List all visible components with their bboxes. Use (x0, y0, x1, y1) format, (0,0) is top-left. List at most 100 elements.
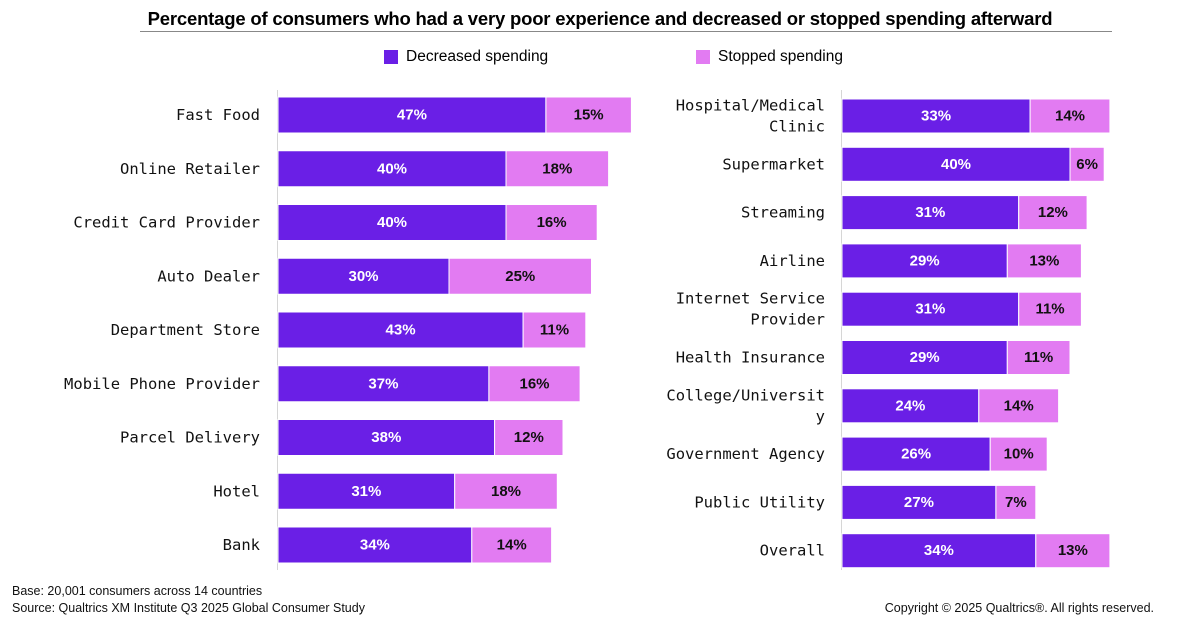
bar-stopped (989, 436, 1048, 472)
category-label: Clinic (769, 118, 825, 136)
data-label: 27% (904, 494, 934, 511)
data-label: 18% (491, 483, 521, 500)
category-label: Provider (750, 311, 825, 329)
data-label: 26% (901, 446, 931, 463)
data-label: 12% (1038, 204, 1068, 221)
category-label: Department Store (111, 321, 260, 339)
bar-decreased (841, 243, 1008, 279)
bar-decreased (277, 419, 496, 456)
data-label: 43% (386, 322, 416, 339)
bar-stopped (494, 419, 564, 456)
data-label: 6% (1076, 156, 1098, 173)
category-label: Hospital/Medical (676, 97, 825, 115)
category-label: Hotel (213, 482, 260, 500)
data-label: 10% (1004, 446, 1034, 463)
data-label: 29% (910, 252, 940, 269)
chart-title: Percentage of consumers who had a very p… (147, 8, 1053, 29)
data-label: 34% (360, 537, 390, 554)
data-label: 31% (915, 301, 945, 318)
data-label: 11% (1035, 301, 1064, 318)
bar-decreased (841, 146, 1071, 182)
bar-stopped (1029, 98, 1111, 134)
category-label: Bank (223, 536, 261, 554)
bar-decreased (841, 436, 991, 472)
footer-base: Base: 20,001 consumers across 14 countri… (12, 584, 263, 598)
footer-copyright: Copyright © 2025 Qualtrics®. All rights … (884, 601, 1154, 615)
category-label: Public Utility (694, 493, 825, 511)
bar-decreased (841, 533, 1037, 569)
data-label: 40% (377, 214, 407, 231)
bar-stopped (1035, 533, 1111, 569)
title-underline (140, 31, 1112, 32)
bar-decreased (277, 257, 450, 295)
bar-decreased (277, 472, 456, 510)
bar-stopped (1006, 243, 1082, 279)
category-label: Mobile Phone Provider (64, 375, 260, 393)
category-label: Health Insurance (676, 349, 825, 367)
bar-stopped (545, 96, 632, 134)
bar-decreased (841, 340, 1008, 375)
category-label: Fast Food (176, 106, 260, 124)
data-label: 14% (497, 537, 527, 554)
legend-item-stopped: Stopped spending (696, 48, 843, 66)
data-label: 14% (1055, 108, 1085, 125)
category-label: Government Agency (666, 445, 825, 463)
data-label: 47% (397, 107, 427, 124)
category-label: Auto Dealer (157, 267, 260, 285)
bar-stopped (978, 388, 1060, 424)
bar-stopped (448, 257, 592, 295)
bar-stopped (454, 472, 558, 510)
data-label: 33% (921, 108, 951, 125)
data-label: 30% (348, 268, 378, 285)
data-label: 40% (941, 156, 971, 173)
category-label: Airline (760, 252, 825, 270)
category-label: Supermarket (722, 155, 825, 173)
category-label: y (816, 407, 825, 425)
data-label: 11% (540, 322, 569, 339)
data-label: 31% (915, 204, 945, 221)
data-label: 31% (351, 483, 381, 500)
data-label: 7% (1005, 494, 1027, 511)
data-label: 38% (371, 429, 401, 446)
data-label: 15% (574, 107, 604, 124)
data-label: 13% (1058, 542, 1088, 559)
bar-decreased (277, 365, 490, 403)
legend-swatch-stopped (696, 50, 710, 64)
data-label: 13% (1029, 252, 1059, 269)
bar-stopped (1006, 340, 1071, 375)
category-label: Online Retailer (120, 160, 260, 178)
bar-stopped (471, 526, 553, 564)
legend-item-decreased: Decreased spending (384, 48, 548, 66)
data-label: 16% (537, 214, 567, 231)
data-label: 40% (377, 160, 407, 177)
bar-stopped (995, 484, 1037, 520)
legend-label-stopped: Stopped spending (718, 48, 843, 65)
bar-decreased (277, 526, 473, 564)
bar-decreased (841, 98, 1031, 134)
legend-label-decreased: Decreased spending (406, 48, 549, 65)
data-label: 37% (368, 375, 398, 392)
bar-stopped (522, 311, 587, 349)
bar-stopped (1069, 146, 1105, 182)
bar-stopped (1018, 291, 1082, 327)
bar-stopped (488, 365, 581, 403)
category-label: Internet Service (676, 290, 825, 308)
data-label: 12% (514, 429, 544, 446)
category-label: Parcel Delivery (120, 429, 260, 447)
data-label: 18% (542, 160, 572, 177)
footer-source: Source: Qualtrics XM Institute Q3 2025 G… (12, 601, 365, 615)
data-label: 34% (924, 542, 954, 559)
bar-stopped (1018, 195, 1088, 231)
data-label: 25% (505, 268, 535, 285)
data-label: 24% (895, 397, 925, 414)
legend-swatch-decreased (384, 50, 398, 64)
category-label: College/Universit (666, 386, 825, 404)
bar-decreased (841, 388, 980, 424)
category-label: Streaming (741, 204, 825, 222)
bar-decreased (277, 96, 547, 134)
category-label: Credit Card Provider (73, 214, 260, 232)
category-label: Overall (760, 542, 825, 560)
data-label: 16% (519, 375, 549, 392)
data-label: 11% (1024, 349, 1053, 366)
